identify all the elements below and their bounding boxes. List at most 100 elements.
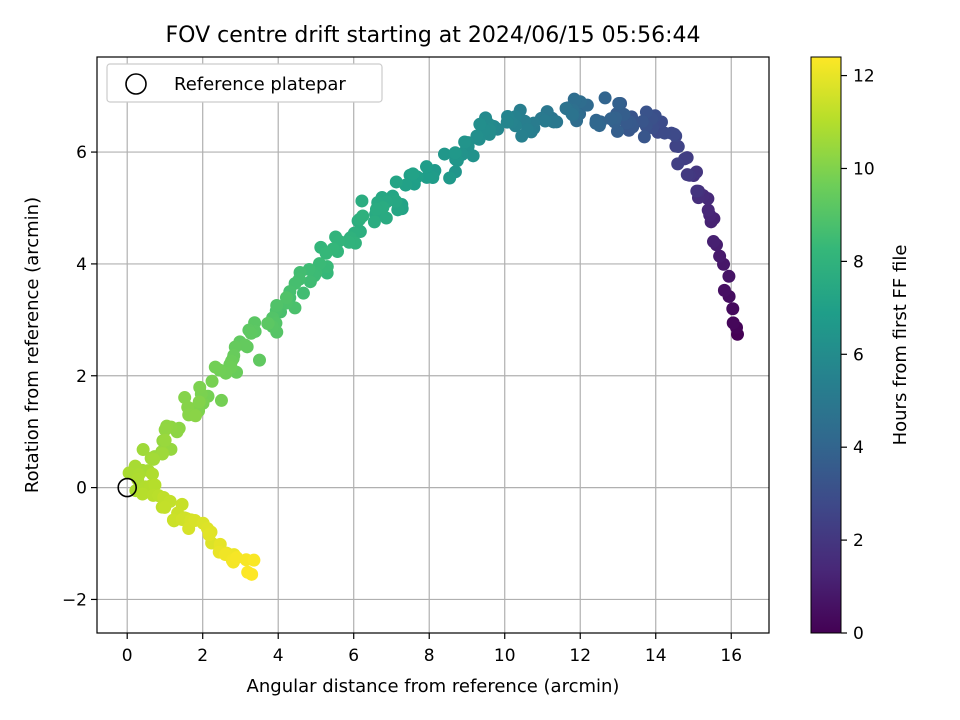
colorbar-tick-label: 6	[853, 345, 864, 365]
data-point	[148, 478, 162, 492]
data-point	[158, 433, 172, 447]
data-point	[319, 246, 333, 260]
data-point	[470, 129, 484, 143]
data-point	[208, 360, 222, 374]
data-point	[406, 167, 420, 181]
data-point	[189, 409, 203, 423]
data-point	[598, 91, 612, 105]
data-point	[690, 184, 704, 198]
data-point	[303, 275, 317, 289]
colorbar-bar	[810, 56, 842, 634]
x-tick-label: 4	[273, 646, 284, 666]
y-tick-label: 4	[76, 255, 87, 275]
y-tick-label: −2	[62, 590, 87, 610]
data-point	[713, 249, 727, 263]
colorbar-ticks: 0 2 4 6 8 10 12	[841, 67, 875, 644]
x-tick-label: 12	[569, 646, 591, 666]
data-point	[635, 115, 649, 129]
x-tick-label: 16	[720, 646, 742, 666]
legend-box	[106, 63, 383, 103]
x-axis-ticks: 0 2 4 6 8 10 12 14 16	[122, 633, 742, 666]
y-tick-label: 6	[76, 143, 87, 163]
data-point	[637, 130, 651, 144]
data-point	[252, 353, 266, 367]
data-point	[205, 374, 219, 388]
data-point	[458, 135, 472, 149]
data-point	[717, 283, 731, 297]
data-point	[706, 235, 720, 249]
data-point	[202, 528, 216, 542]
data-point	[158, 500, 172, 514]
x-tick-label: 0	[122, 646, 133, 666]
grid-lines	[97, 57, 769, 633]
colorbar-tick-label: 12	[853, 67, 875, 87]
data-point	[420, 160, 434, 174]
legend: Reference platepar	[106, 63, 383, 103]
data-point	[296, 286, 310, 300]
legend-marker-icon	[125, 73, 147, 95]
x-tick-label: 10	[494, 646, 516, 666]
data-point	[420, 170, 434, 184]
data-point	[145, 467, 159, 481]
data-point	[466, 149, 480, 163]
chart-title: FOV centre drift starting at 2024/06/15 …	[166, 23, 701, 48]
data-point	[671, 157, 685, 171]
y-tick-label: 2	[76, 367, 87, 387]
data-points	[122, 91, 744, 581]
data-point	[214, 393, 228, 407]
data-point	[667, 127, 681, 141]
data-point	[515, 129, 529, 143]
data-point	[389, 175, 403, 189]
colorbar-tick-label: 2	[853, 531, 864, 551]
x-tick-label: 2	[197, 646, 208, 666]
data-point	[473, 117, 487, 131]
data-point	[192, 395, 206, 409]
plot-frame	[96, 56, 770, 634]
data-point	[369, 202, 383, 216]
data-point	[726, 316, 740, 330]
data-point	[443, 171, 457, 185]
data-point	[279, 291, 293, 305]
data-point	[565, 107, 579, 121]
y-tick-label: 0	[76, 479, 87, 499]
data-point	[379, 211, 393, 225]
y-axis-ticks: −2 0 2 4 6	[62, 143, 97, 610]
data-point	[245, 567, 259, 581]
data-point	[244, 326, 258, 340]
data-point	[448, 146, 462, 160]
data-point	[604, 112, 618, 126]
data-point	[193, 380, 207, 394]
data-point	[135, 487, 149, 501]
data-point	[589, 116, 603, 130]
data-point	[500, 115, 514, 129]
data-point	[538, 114, 552, 128]
data-point	[261, 316, 275, 330]
data-point	[658, 126, 672, 140]
data-point	[342, 235, 356, 249]
x-axis-label: Angular distance from reference (arcmin)	[247, 676, 620, 697]
data-point	[270, 299, 284, 313]
data-point	[355, 194, 369, 208]
data-point	[356, 209, 370, 223]
data-point	[158, 423, 172, 437]
reference-platepar-marker	[117, 477, 138, 498]
legend-entry: Reference platepar	[174, 74, 346, 95]
colorbar-tick-label: 4	[853, 438, 864, 458]
data-point	[726, 302, 740, 316]
colorbar-tick-label: 8	[853, 252, 864, 272]
data-point	[680, 168, 694, 182]
colorbar-label: Hours from first FF file	[890, 245, 911, 446]
colorbar: 0 2 4 6 8 10 12 Hours from first FF file	[810, 56, 911, 644]
data-point	[389, 194, 403, 208]
data-point	[136, 443, 150, 457]
data-point	[612, 96, 626, 110]
y-axis-label: Rotation from reference (arcmin)	[22, 197, 43, 493]
x-tick-label: 6	[348, 646, 359, 666]
data-point	[722, 269, 736, 283]
data-point	[238, 338, 252, 352]
colorbar-tick-label: 10	[853, 159, 875, 179]
x-tick-label: 14	[645, 646, 667, 666]
data-point	[147, 452, 161, 466]
data-point	[438, 147, 452, 161]
